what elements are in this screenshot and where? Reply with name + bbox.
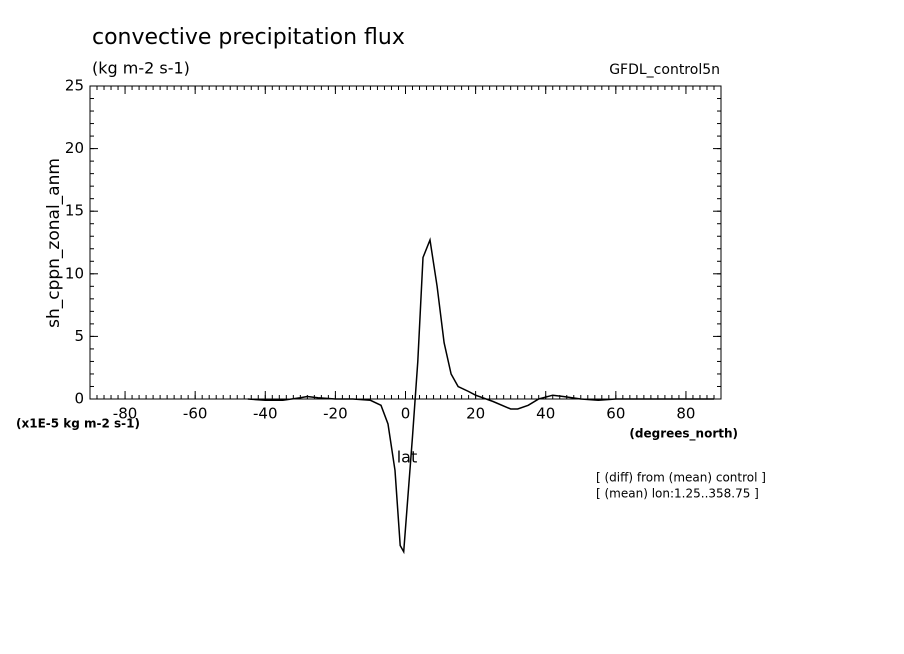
x-tick-label: 60: [606, 405, 625, 423]
data-line: [247, 237, 714, 555]
x-axis-label: lat: [397, 448, 418, 467]
y-tick-label: 5: [74, 327, 84, 345]
chart-title: convective precipitation flux: [92, 25, 405, 50]
x-tick-label: 20: [466, 405, 485, 423]
x-units-label: (degrees_north): [629, 427, 738, 442]
y-tick-label: 0: [74, 390, 84, 408]
y-tick-label: 20: [65, 139, 84, 157]
dataset-label: GFDL_control5n: [609, 62, 720, 78]
y-tick-label: 25: [65, 77, 84, 95]
y-tick-label: 10: [65, 264, 84, 282]
y-tick-label: 15: [65, 202, 84, 220]
x-tick-label: -20: [323, 405, 348, 423]
x-tick-label: 40: [536, 405, 555, 423]
y-units-label: (x1E-5 kg m-2 s-1): [16, 417, 140, 431]
chart-subtitle: (kg m-2 s-1): [92, 59, 190, 78]
y-axis-label: sh_cppn_zonal_anm: [44, 158, 64, 328]
x-tick-label: 0: [401, 405, 411, 423]
annotation: [ (diff) from (mean) control ]: [596, 471, 766, 485]
x-tick-label: -60: [183, 405, 208, 423]
x-tick-label: 80: [676, 405, 695, 423]
plot-frame: [89, 85, 722, 400]
x-tick-label: -40: [253, 405, 278, 423]
x-tick-label: -80: [113, 405, 138, 423]
annotation: [ (mean) lon:1.25..358.75 ]: [596, 487, 759, 501]
